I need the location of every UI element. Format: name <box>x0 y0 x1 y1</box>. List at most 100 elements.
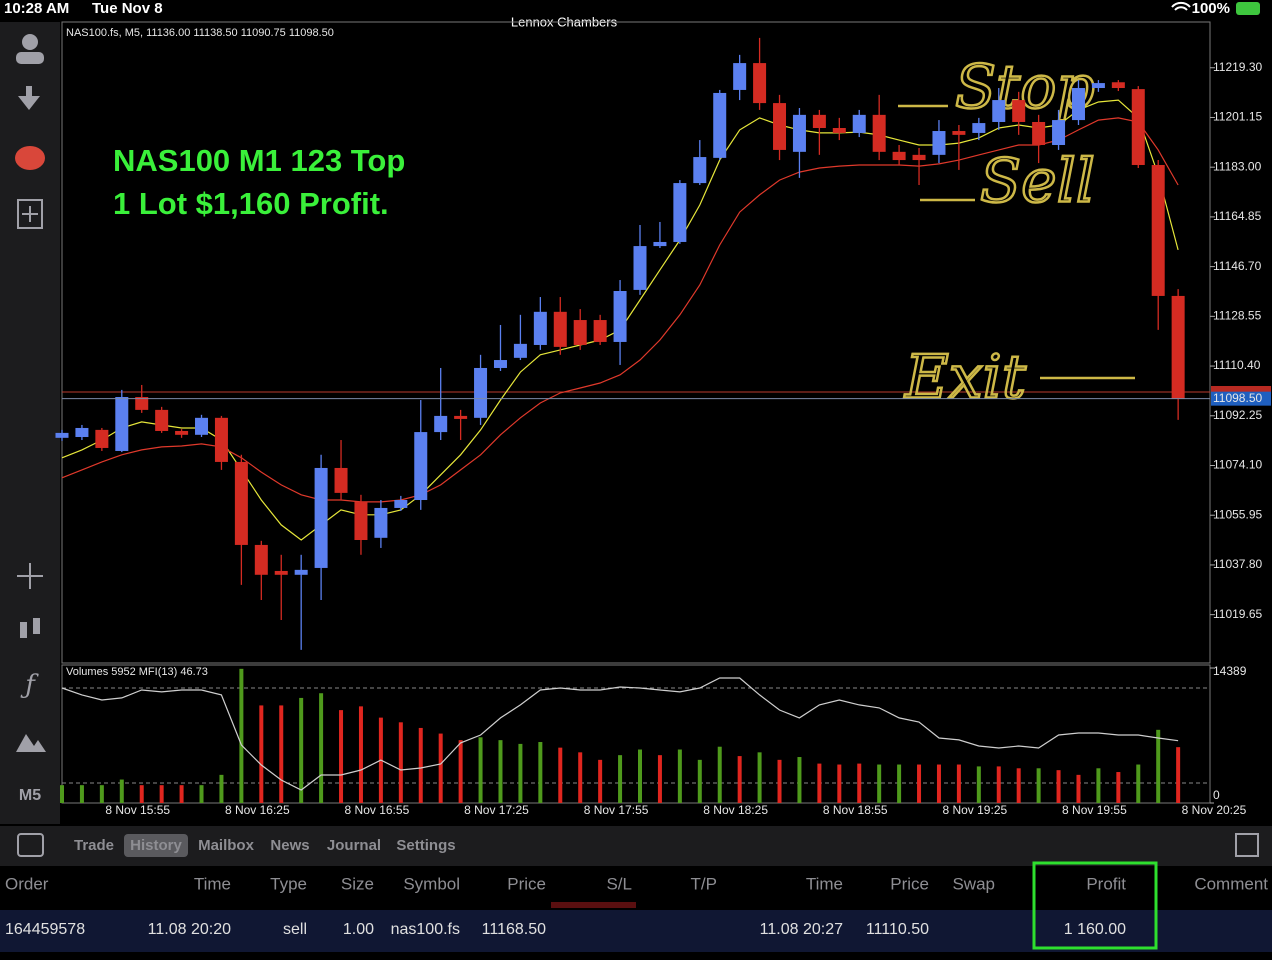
candle-body <box>912 154 926 161</box>
tab[interactable]: Settings <box>396 837 455 854</box>
moving-average <box>61 117 1179 503</box>
table-cell: nas100.fs <box>391 921 460 938</box>
volume-bar <box>60 785 64 803</box>
candle-body <box>972 123 986 133</box>
candle-body <box>254 544 268 575</box>
volume-bar <box>458 740 463 803</box>
column-header[interactable]: Type <box>270 874 307 893</box>
candle-body <box>195 417 209 435</box>
table-cell: 164459578 <box>5 921 85 938</box>
price-panel-frame <box>61 21 1211 664</box>
candle-body <box>1131 89 1145 165</box>
chart-header: NAS100.fs, M5, 11136.00 11138.50 11090.7… <box>66 27 334 39</box>
table-cell: sell <box>283 921 307 938</box>
volume-bar <box>418 727 423 803</box>
x-tick-label: 8 Nov 17:25 <box>464 803 529 817</box>
y-tick-label: 11074.10 <box>1213 458 1262 472</box>
candle-body <box>593 320 607 342</box>
volume-panel-frame <box>61 664 1211 804</box>
y-tick-label: 11219.30 <box>1213 60 1262 74</box>
tab[interactable]: History <box>130 837 182 854</box>
volume-bar <box>1176 747 1181 803</box>
quotes-icon[interactable] <box>18 86 40 110</box>
column-header[interactable]: Price <box>507 874 546 893</box>
crosshair-icon[interactable] <box>17 563 43 589</box>
y-tick-label: 11019.65 <box>1213 607 1262 621</box>
volume-bar <box>817 763 822 803</box>
volume-bar <box>518 743 523 803</box>
ask-tag <box>1211 386 1271 395</box>
volume-bar <box>159 785 164 803</box>
column-header[interactable]: Time <box>806 874 843 893</box>
volume-bar <box>936 764 941 803</box>
volume-bar <box>917 764 922 803</box>
account-icon[interactable] <box>22 34 38 50</box>
candle-body <box>115 397 129 451</box>
column-header[interactable]: Time <box>194 874 231 893</box>
table-cell: 11.08 20:20 <box>148 921 231 938</box>
current-price-tag <box>1211 391 1271 406</box>
column-header[interactable]: S/L <box>606 874 632 893</box>
indicators-icon[interactable]: ƒ <box>20 670 39 700</box>
column-header[interactable]: Order <box>5 874 49 893</box>
candle-body <box>1111 82 1125 89</box>
y-tick-label: 11128.55 <box>1213 309 1262 323</box>
volume-bar <box>578 752 583 803</box>
handwriting-dashes <box>898 104 1135 380</box>
objects-icon[interactable] <box>16 734 46 752</box>
tab[interactable]: Trade <box>74 837 114 854</box>
new-order-icon[interactable] <box>17 199 43 229</box>
column-header[interactable]: Swap <box>952 874 995 893</box>
candle-body <box>354 501 368 541</box>
annotation-handwritten: Sell <box>980 147 1095 217</box>
column-header[interactable]: Profit <box>1086 874 1126 893</box>
volume-bar <box>319 693 324 803</box>
candle-body <box>673 183 687 242</box>
column-header[interactable]: Symbol <box>403 874 460 893</box>
candle-body <box>454 415 468 419</box>
volume-bar <box>259 705 264 803</box>
x-tick-label: 8 Nov 17:55 <box>584 803 649 817</box>
volume-bar <box>1116 772 1121 803</box>
volume-bar <box>877 764 882 803</box>
x-tick-label: 8 Nov 20:25 <box>1182 803 1247 817</box>
column-header[interactable]: Size <box>341 874 374 893</box>
volume-bar <box>1016 768 1021 803</box>
y-tick-label: 14389 <box>1213 664 1247 678</box>
column-header[interactable]: Comment <box>1194 874 1268 893</box>
volume-bar <box>697 759 702 803</box>
candle-body <box>573 320 587 345</box>
layout-icon[interactable] <box>1235 833 1259 857</box>
chat-icon[interactable] <box>15 146 45 170</box>
candle-body <box>1171 295 1185 399</box>
new-order-plus <box>22 206 38 222</box>
calendar-icon[interactable] <box>17 833 44 857</box>
tab[interactable]: News <box>270 837 309 854</box>
volume-bar <box>857 763 862 803</box>
candle-body <box>135 397 149 410</box>
candle-body <box>1032 121 1046 145</box>
volume-bar <box>837 764 842 803</box>
battery-icon <box>1236 2 1260 15</box>
column-header[interactable]: Price <box>890 874 929 893</box>
volume-bar <box>996 766 1001 803</box>
volume-bar <box>638 749 642 803</box>
volume-bar <box>598 759 603 803</box>
tab[interactable]: Journal <box>327 837 381 854</box>
candle-body <box>274 570 288 575</box>
tab[interactable]: Mailbox <box>198 837 254 854</box>
y-tick-label: 11164.85 <box>1213 209 1262 223</box>
candle-body <box>414 432 428 501</box>
volume-bar <box>478 737 483 803</box>
volume-bar <box>358 706 363 803</box>
timeframe-button[interactable]: M5 <box>19 787 41 804</box>
column-header[interactable]: T/P <box>691 874 717 893</box>
candle-body <box>553 311 567 347</box>
candle-body <box>493 360 507 368</box>
volume-bar <box>1096 768 1101 803</box>
chart-type-icon[interactable] <box>20 622 27 638</box>
candle-body <box>155 409 169 431</box>
table-cell: 1.00 <box>343 921 374 938</box>
candle-body <box>892 151 906 161</box>
